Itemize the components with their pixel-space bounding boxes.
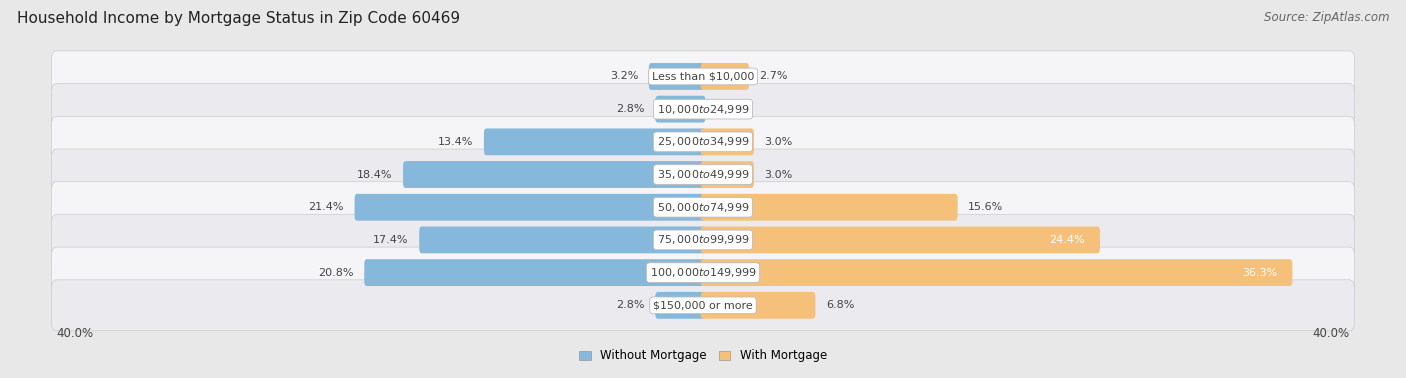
FancyBboxPatch shape	[364, 259, 706, 286]
Text: 20.8%: 20.8%	[318, 268, 354, 277]
Text: 6.8%: 6.8%	[825, 300, 855, 310]
Text: 0.0%: 0.0%	[716, 104, 744, 114]
FancyBboxPatch shape	[52, 247, 1354, 298]
Text: Household Income by Mortgage Status in Zip Code 60469: Household Income by Mortgage Status in Z…	[17, 11, 460, 26]
Text: $25,000 to $34,999: $25,000 to $34,999	[657, 135, 749, 148]
FancyBboxPatch shape	[52, 51, 1354, 102]
Text: 18.4%: 18.4%	[357, 170, 392, 180]
FancyBboxPatch shape	[52, 84, 1354, 135]
Text: 15.6%: 15.6%	[969, 202, 1004, 212]
Text: 3.2%: 3.2%	[610, 71, 638, 82]
FancyBboxPatch shape	[52, 182, 1354, 233]
FancyBboxPatch shape	[484, 129, 706, 155]
Text: 36.3%: 36.3%	[1241, 268, 1277, 277]
FancyBboxPatch shape	[52, 149, 1354, 200]
Text: 2.8%: 2.8%	[616, 104, 645, 114]
Text: Source: ZipAtlas.com: Source: ZipAtlas.com	[1264, 11, 1389, 24]
FancyBboxPatch shape	[354, 194, 706, 221]
FancyBboxPatch shape	[648, 63, 706, 90]
Text: $35,000 to $49,999: $35,000 to $49,999	[657, 168, 749, 181]
FancyBboxPatch shape	[655, 292, 706, 319]
FancyBboxPatch shape	[52, 280, 1354, 331]
Text: 2.8%: 2.8%	[616, 300, 645, 310]
FancyBboxPatch shape	[700, 161, 754, 188]
Text: 2.7%: 2.7%	[759, 71, 789, 82]
FancyBboxPatch shape	[52, 214, 1354, 265]
Text: Less than $10,000: Less than $10,000	[652, 71, 754, 82]
FancyBboxPatch shape	[52, 116, 1354, 167]
FancyBboxPatch shape	[655, 96, 706, 122]
Text: 17.4%: 17.4%	[373, 235, 409, 245]
FancyBboxPatch shape	[700, 129, 754, 155]
FancyBboxPatch shape	[700, 292, 815, 319]
FancyBboxPatch shape	[700, 63, 749, 90]
FancyBboxPatch shape	[700, 259, 1292, 286]
Text: 40.0%: 40.0%	[1313, 327, 1350, 339]
Text: 24.4%: 24.4%	[1049, 235, 1084, 245]
Text: 13.4%: 13.4%	[439, 137, 474, 147]
FancyBboxPatch shape	[404, 161, 706, 188]
FancyBboxPatch shape	[419, 226, 706, 253]
Text: $150,000 or more: $150,000 or more	[654, 300, 752, 310]
Text: $100,000 to $149,999: $100,000 to $149,999	[650, 266, 756, 279]
Text: 3.0%: 3.0%	[765, 170, 793, 180]
Text: 40.0%: 40.0%	[56, 327, 93, 339]
FancyBboxPatch shape	[700, 194, 957, 221]
FancyBboxPatch shape	[700, 226, 1099, 253]
Text: $75,000 to $99,999: $75,000 to $99,999	[657, 234, 749, 246]
Text: 3.0%: 3.0%	[765, 137, 793, 147]
Text: $10,000 to $24,999: $10,000 to $24,999	[657, 103, 749, 116]
Text: $50,000 to $74,999: $50,000 to $74,999	[657, 201, 749, 214]
Legend: Without Mortgage, With Mortgage: Without Mortgage, With Mortgage	[574, 345, 832, 367]
Text: 21.4%: 21.4%	[308, 202, 344, 212]
